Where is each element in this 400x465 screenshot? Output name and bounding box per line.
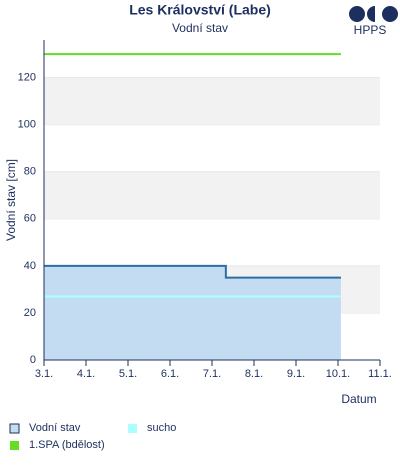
- x-tick-label: 9.1.: [287, 368, 305, 380]
- y-tick-label: 40: [24, 260, 36, 272]
- x-tick-label: 3.1.: [35, 368, 53, 380]
- x-tick-label: 6.1.: [161, 368, 179, 380]
- y-tick-label: 100: [18, 119, 36, 131]
- y-tick-label: 120: [18, 72, 36, 84]
- x-axis-title: Datum: [341, 392, 376, 406]
- y-tick-label: 0: [30, 354, 36, 366]
- legend-label: 1.SPA (bdělost): [29, 439, 105, 451]
- grid-band: [44, 171, 380, 219]
- x-tick-label: 8.1.: [245, 368, 263, 380]
- x-tick-label: 10.1.: [326, 368, 350, 380]
- logo-dot: [382, 6, 398, 22]
- x-tick-label: 7.1.: [203, 368, 221, 380]
- grid-band: [44, 77, 380, 125]
- legend: Vodní stav sucho 1.SPA (bdělost): [9, 422, 176, 451]
- y-tick-label: 80: [24, 166, 36, 178]
- plot: [43, 40, 381, 366]
- x-tick-label: 4.1.: [77, 368, 95, 380]
- legend-swatch: [10, 441, 19, 450]
- logo-dot: [367, 6, 375, 22]
- line: [44, 264, 341, 279]
- y-axis-title: Vodní stav [cm]: [4, 159, 18, 241]
- y-tick-label: 60: [24, 213, 36, 225]
- legend-swatch: [9, 423, 20, 434]
- area: [44, 265, 341, 360]
- x-tick-label: 11.1.: [368, 368, 392, 380]
- chart-title: Les Království (Labe): [129, 2, 271, 18]
- x-tick-label: 5.1.: [119, 368, 137, 380]
- logo: HPPS: [349, 6, 398, 37]
- legend-swatch: [128, 424, 137, 433]
- logo-dot: [349, 6, 365, 22]
- legend-label: Vodní stav: [29, 422, 81, 434]
- y-tick-label: 20: [24, 307, 36, 319]
- legend-label: sucho: [147, 422, 176, 434]
- logo-text: HPPS: [354, 23, 387, 37]
- chart-subtitle: Vodní stav: [172, 21, 228, 35]
